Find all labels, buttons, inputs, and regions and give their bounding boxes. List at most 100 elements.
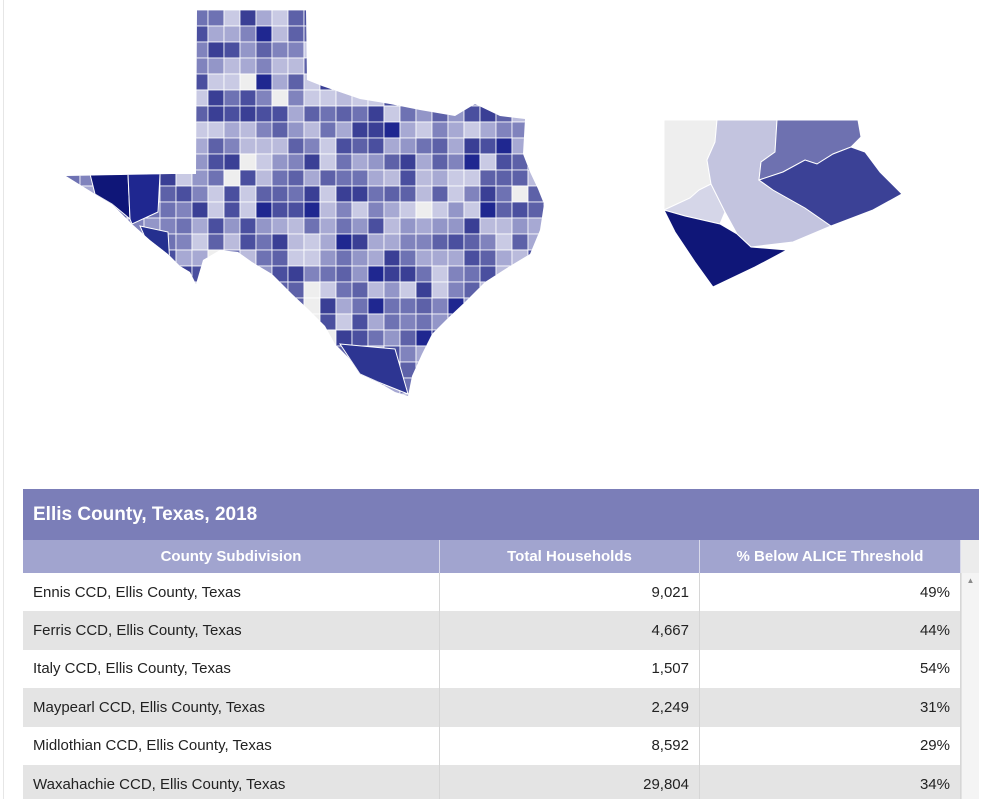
- county-shape[interactable]: [223, 377, 241, 395]
- county-shape[interactable]: [64, 185, 81, 203]
- county-shape[interactable]: [143, 57, 161, 75]
- county-shape[interactable]: [495, 105, 513, 123]
- county-shape[interactable]: [127, 73, 145, 91]
- county-shape[interactable]: [319, 361, 337, 379]
- county-shape[interactable]: [383, 57, 401, 75]
- county-shape[interactable]: [383, 185, 401, 203]
- county-shape[interactable]: [143, 121, 161, 139]
- county-shape[interactable]: [351, 233, 369, 251]
- county-shape[interactable]: [159, 329, 177, 347]
- county-shape[interactable]: [159, 265, 177, 283]
- county-shape[interactable]: [111, 313, 129, 331]
- county-shape[interactable]: [95, 361, 113, 379]
- table-body[interactable]: Ennis CCD, Ellis County, Texas 9,021 49%…: [23, 573, 979, 799]
- county-shape[interactable]: [95, 393, 113, 402]
- county-shape[interactable]: [463, 121, 481, 139]
- county-shape[interactable]: [271, 153, 289, 171]
- county-shape[interactable]: [495, 361, 513, 379]
- county-shape[interactable]: [191, 73, 209, 91]
- county-shape[interactable]: [239, 217, 257, 235]
- county-shape[interactable]: [543, 297, 550, 315]
- county-shape[interactable]: [79, 217, 97, 235]
- county-shape[interactable]: [415, 377, 433, 395]
- county-shape[interactable]: [175, 377, 193, 395]
- county-shape[interactable]: [367, 57, 385, 75]
- county-shape[interactable]: [495, 25, 513, 43]
- county-shape[interactable]: [335, 73, 353, 91]
- county-shape[interactable]: [351, 10, 369, 27]
- county-shape[interactable]: [399, 25, 417, 43]
- county-shape[interactable]: [495, 137, 513, 155]
- county-shape[interactable]: [175, 137, 193, 155]
- county-shape[interactable]: [463, 265, 481, 283]
- county-shape[interactable]: [511, 73, 529, 91]
- county-shape[interactable]: [447, 281, 465, 299]
- county-shape[interactable]: [431, 25, 449, 43]
- county-shape[interactable]: [143, 345, 161, 363]
- county-shape[interactable]: [319, 249, 337, 267]
- county-shape[interactable]: [159, 377, 177, 395]
- county-shape[interactable]: [111, 281, 129, 299]
- county-shape[interactable]: [463, 393, 481, 402]
- county-shape[interactable]: [447, 361, 465, 379]
- county-shape[interactable]: [351, 249, 369, 267]
- county-shape[interactable]: [207, 57, 225, 75]
- county-shape[interactable]: [143, 137, 161, 155]
- column-header-below-threshold[interactable]: % Below ALICE Threshold: [700, 540, 961, 573]
- county-shape[interactable]: [367, 281, 385, 299]
- county-shape[interactable]: [175, 249, 193, 267]
- county-shape[interactable]: [79, 313, 97, 331]
- county-shape[interactable]: [239, 185, 257, 203]
- county-shape[interactable]: [367, 329, 385, 347]
- county-shape[interactable]: [95, 89, 113, 107]
- county-shape[interactable]: [383, 105, 401, 123]
- county-shape[interactable]: [287, 121, 305, 139]
- county-shape[interactable]: [463, 41, 481, 59]
- county-shape[interactable]: [95, 297, 113, 315]
- county-shape[interactable]: [207, 281, 225, 299]
- county-shape[interactable]: [447, 185, 465, 203]
- county-shape[interactable]: [527, 281, 544, 299]
- county-shape[interactable]: [287, 41, 305, 59]
- county-shape[interactable]: [351, 25, 369, 43]
- county-shape[interactable]: [367, 265, 385, 283]
- county-shape[interactable]: [175, 153, 193, 171]
- county-shape[interactable]: [127, 105, 145, 123]
- county-shape[interactable]: [79, 10, 97, 27]
- county-shape[interactable]: [175, 345, 193, 363]
- county-shape[interactable]: [175, 201, 193, 219]
- county-shape[interactable]: [479, 361, 497, 379]
- county-shape[interactable]: [64, 377, 81, 395]
- county-shape[interactable]: [255, 313, 273, 331]
- county-shape[interactable]: [64, 313, 81, 331]
- county-shape[interactable]: [239, 361, 257, 379]
- county-shape[interactable]: [479, 313, 497, 331]
- county-shape[interactable]: [447, 137, 465, 155]
- county-shape[interactable]: [79, 281, 97, 299]
- county-shape[interactable]: [255, 73, 273, 91]
- county-shape[interactable]: [511, 377, 529, 395]
- county-shape[interactable]: [527, 185, 544, 203]
- county-shape[interactable]: [255, 361, 273, 379]
- county-shape[interactable]: [159, 105, 177, 123]
- county-shape[interactable]: [239, 153, 257, 171]
- county-shape[interactable]: [207, 89, 225, 107]
- county-shape[interactable]: [463, 89, 481, 107]
- county-shape[interactable]: [303, 345, 321, 363]
- county-shape[interactable]: [223, 10, 241, 27]
- county-shape[interactable]: [431, 153, 449, 171]
- county-shape[interactable]: [287, 393, 305, 402]
- county-shape[interactable]: [287, 89, 305, 107]
- county-shape[interactable]: [64, 281, 81, 299]
- county-shape[interactable]: [479, 281, 497, 299]
- county-shape[interactable]: [367, 10, 385, 27]
- county-shape[interactable]: [367, 89, 385, 107]
- county-shape[interactable]: [223, 217, 241, 235]
- county-shape[interactable]: [223, 345, 241, 363]
- county-shape[interactable]: [64, 105, 81, 123]
- table-row[interactable]: Italy CCD, Ellis County, Texas 1,507 54%: [23, 649, 961, 689]
- county-shape[interactable]: [527, 393, 544, 402]
- county-shape[interactable]: [207, 217, 225, 235]
- county-shape[interactable]: [431, 249, 449, 267]
- county-shape[interactable]: [79, 377, 97, 395]
